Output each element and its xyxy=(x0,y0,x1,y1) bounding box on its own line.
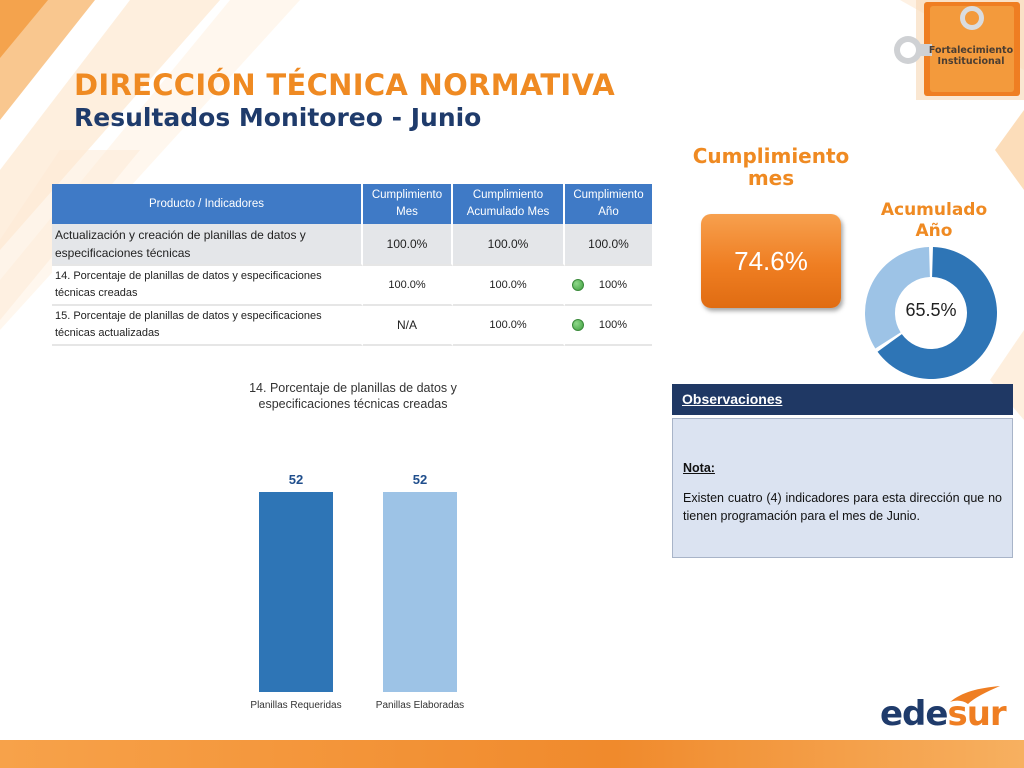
cumplimiento-ano-wrapper: 100% xyxy=(568,279,649,291)
fortalecimiento-logo-text: Fortalecimiento Institucional xyxy=(925,45,1017,67)
table-row: Actualización y creación de planillas de… xyxy=(52,224,652,266)
cumplimiento-ano-value: 100% xyxy=(598,279,627,291)
kpi-mes-value: 74.6% xyxy=(734,245,808,276)
kpi-mes-value-box: 74.6% xyxy=(701,214,841,308)
indicator-label: 14. Porcentaje de planillas de datos y e… xyxy=(52,266,363,306)
cumplimiento-ano-cell: 100.0% xyxy=(565,224,652,266)
bar-value-label: 52 xyxy=(413,472,427,487)
donut-slice-remaining xyxy=(865,247,930,349)
status-green-dot-icon xyxy=(572,319,584,331)
bar-1 xyxy=(259,492,333,692)
indicator-label: Actualización y creación de planillas de… xyxy=(52,224,363,266)
chart-title: 14. Porcentaje de planillas de datos y e… xyxy=(249,381,457,411)
observaciones-body: Nota: Existen cuatro (4) indicadores par… xyxy=(672,418,1013,558)
kpi-ano-title: Acumulado Año xyxy=(880,200,988,241)
fortalecimiento-logo-icon xyxy=(894,0,1024,100)
kpi-mes-title: Cumplimiento mes xyxy=(692,144,850,190)
category-label: Panillas Elaboradas xyxy=(376,700,464,711)
table-row: 14. Porcentaje de planillas de datos y e… xyxy=(52,266,652,306)
table-header-row: Producto / Indicadores Cumplimiento Mes … xyxy=(52,184,652,224)
donut-slice-achieved xyxy=(877,247,997,379)
bar-2 xyxy=(383,492,457,692)
cumplimiento-acumulado-cell: 100.0% xyxy=(453,266,565,306)
logo-line-1: Fortalecimiento xyxy=(928,45,1014,56)
cumplimiento-acumulado-cell: 100.0% xyxy=(453,306,565,346)
cumplimiento-ano-wrapper: 100% xyxy=(568,319,649,331)
observaciones-text: Existen cuatro (4) indicadores para esta… xyxy=(683,491,1002,523)
page-subtitle: Resultados Monitoreo - Junio xyxy=(74,103,482,132)
cumplimiento-mes-cell: N/A xyxy=(363,306,453,346)
column-header: Cumplimiento Acumulado Mes xyxy=(453,184,565,224)
kpi-ano-value: 65.5% xyxy=(905,300,957,320)
cumplimiento-ano-value: 100% xyxy=(598,319,627,331)
logo-line-2: Institucional xyxy=(937,56,1005,67)
column-header: Cumplimiento Año xyxy=(565,184,652,224)
indicator-label: 15. Porcentaje de planillas de datos y e… xyxy=(52,306,363,346)
cumplimiento-ano-cell: 100% xyxy=(565,306,652,346)
cumplimiento-acumulado-cell: 100.0% xyxy=(453,224,565,266)
footer-bar xyxy=(0,740,1024,768)
edesur-logo-ed: ede xyxy=(880,694,948,734)
category-label: Planillas Requeridas xyxy=(250,700,341,711)
column-header: Producto / Indicadores xyxy=(52,184,363,224)
edesur-logo-sur: sur xyxy=(947,694,1006,734)
edesur-swoosh-icon xyxy=(950,686,1000,704)
nota-label: Nota: xyxy=(683,461,715,475)
cumplimiento-mes-cell: 100.0% xyxy=(363,224,453,266)
kpi-ano-donut xyxy=(865,247,997,379)
observaciones-header: Observaciones xyxy=(672,384,1013,415)
bar-chart: 52 Planillas Requeridas 52 Panillas Elabora… xyxy=(250,472,464,711)
column-header: Cumplimiento Mes xyxy=(363,184,453,224)
bar-value-label: 52 xyxy=(289,472,303,487)
indicators-table: Producto / Indicadores Cumplimiento Mes … xyxy=(52,184,652,346)
edesur-logo: edesur xyxy=(880,694,1007,734)
page-title: DIRECCIÓN TÉCNICA NORMATIVA xyxy=(74,68,616,102)
status-green-dot-icon xyxy=(572,279,584,291)
table-row: 15. Porcentaje de planillas de datos y e… xyxy=(52,306,652,346)
cumplimiento-mes-cell: 100.0% xyxy=(363,266,453,306)
cumplimiento-ano-cell: 100% xyxy=(565,266,652,306)
